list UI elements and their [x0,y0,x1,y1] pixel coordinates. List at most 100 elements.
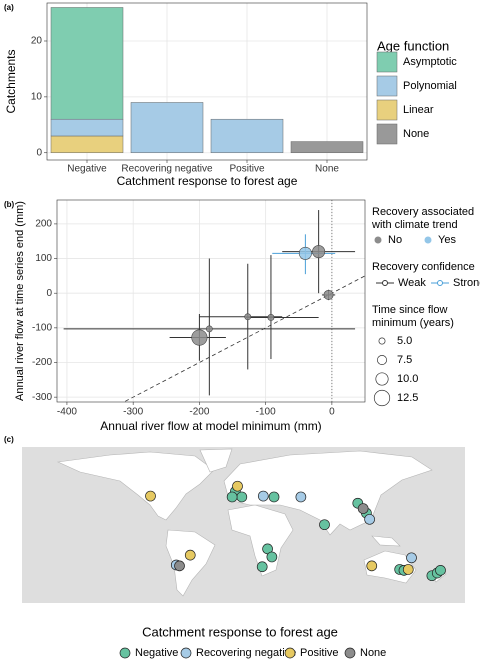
point [267,314,275,321]
y-tick-label: -300 [32,392,52,403]
site [145,490,156,502]
greenland [199,448,233,473]
y-tick-label: 200 [35,219,52,230]
legend-label: Polynomial [403,80,457,92]
legend-key [376,99,398,121]
legend-title: Recovery confidence [372,261,475,273]
reference-line [123,275,365,402]
site [319,519,330,531]
legend-title: Time since flow [372,304,447,316]
legend-label: No [388,234,402,246]
site [268,491,280,503]
legend-label: Recovering negative [196,647,296,659]
x-tick-label: Recovering negative [121,164,213,175]
point [312,245,326,259]
y-tick-label: -100 [32,322,52,333]
legend-label: Yes [438,234,456,246]
x-axis-title: Catchment response to forest age [117,174,298,188]
bar-segment [50,118,124,137]
legend-key [424,236,432,244]
site [256,561,268,573]
legend-label: Strong [453,277,480,289]
legend-label: 10.0 [397,373,418,385]
x-tick-label: 0 [329,407,335,418]
x-tick-label: -400 [57,407,77,418]
y-tick-label: 10 [31,92,43,103]
site [357,503,369,514]
legend-key [376,123,398,145]
x-tick-label: -200 [189,407,209,418]
legend-key [373,389,391,407]
site [236,491,248,503]
site [266,551,278,563]
legend-label: Weak [398,277,426,289]
legend-key [374,236,382,244]
legend-key [376,51,398,73]
north-america [56,451,215,521]
bar-segment [50,7,124,120]
x-tick-label: Positive [229,164,264,175]
y-tick-label: 0 [46,288,52,299]
x-axis-title: Annual river flow at model minimum (mm) [100,419,321,433]
point [205,325,213,333]
legend-key [119,647,131,659]
legend-key [378,337,386,345]
y-axis-title: Catchments [4,49,18,113]
legend-label: 7.5 [397,354,412,366]
panel-label: (c) [4,435,14,444]
legend-key [382,280,388,286]
site [295,491,307,503]
x-tick-label: None [315,164,339,175]
y-tick-label: 20 [31,36,43,47]
y-axis-title: Annual river flow at time series end (mm… [14,201,26,401]
legend-key [437,280,443,286]
point [191,329,208,346]
y-tick-label: 100 [35,253,52,264]
legend-label: 5.0 [397,335,412,347]
panel-label: (b) [4,200,15,209]
legend-key [284,647,296,659]
x-tick-label: -100 [256,407,276,418]
site [184,549,196,561]
x-tick-label: Negative [67,164,107,175]
plot-border [56,199,366,403]
y-tick-label: 0 [36,147,42,158]
legend-key [377,355,388,366]
legend-key [376,75,398,97]
bar-segment [50,135,124,153]
legend-key [180,647,192,659]
point [323,289,334,300]
legend-key [375,372,389,386]
site [257,490,269,502]
bar-segment [130,102,204,153]
south-america [165,529,216,597]
eurasia [223,450,433,536]
panel-label: (a) [4,3,14,12]
legend-title: minimum (years) [372,317,454,329]
site [366,560,378,572]
legend-title: Recovery associated [372,206,474,218]
y-tick-label: -200 [32,357,52,368]
plot-border [46,2,368,161]
legend-label: 12.5 [397,392,418,404]
site [406,552,417,564]
point [244,313,252,321]
bar-segment [290,141,364,153]
site [435,564,446,576]
x-tick-label: -300 [123,407,143,418]
legend-title: Age function [377,38,449,53]
bar-segment [210,118,284,153]
legend-key [344,647,356,659]
legend-label: None [403,128,429,140]
legend-label: Linear [403,104,434,116]
legend-label: Positive [300,647,339,659]
site [232,480,243,492]
site [364,513,375,525]
site [226,491,238,503]
legend-title: Catchment response to forest age [142,624,338,639]
legend-label: None [360,647,386,659]
map-base [22,447,465,603]
legend-label: Asymptotic [403,56,457,68]
